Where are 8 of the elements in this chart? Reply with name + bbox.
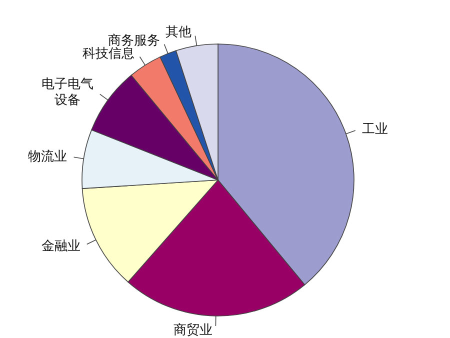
- slice-label: 电子电气设备: [42, 76, 94, 108]
- slice-label: 工业: [362, 122, 388, 137]
- slice-label: 金融业: [41, 238, 80, 254]
- slice-label: 物流业: [28, 148, 67, 164]
- slice-label: 商贸业: [174, 322, 213, 338]
- slice-label: 其他: [166, 24, 192, 40]
- slice-label: 商务服务: [108, 33, 160, 48]
- slice-label: 科技信息: [82, 46, 135, 61]
